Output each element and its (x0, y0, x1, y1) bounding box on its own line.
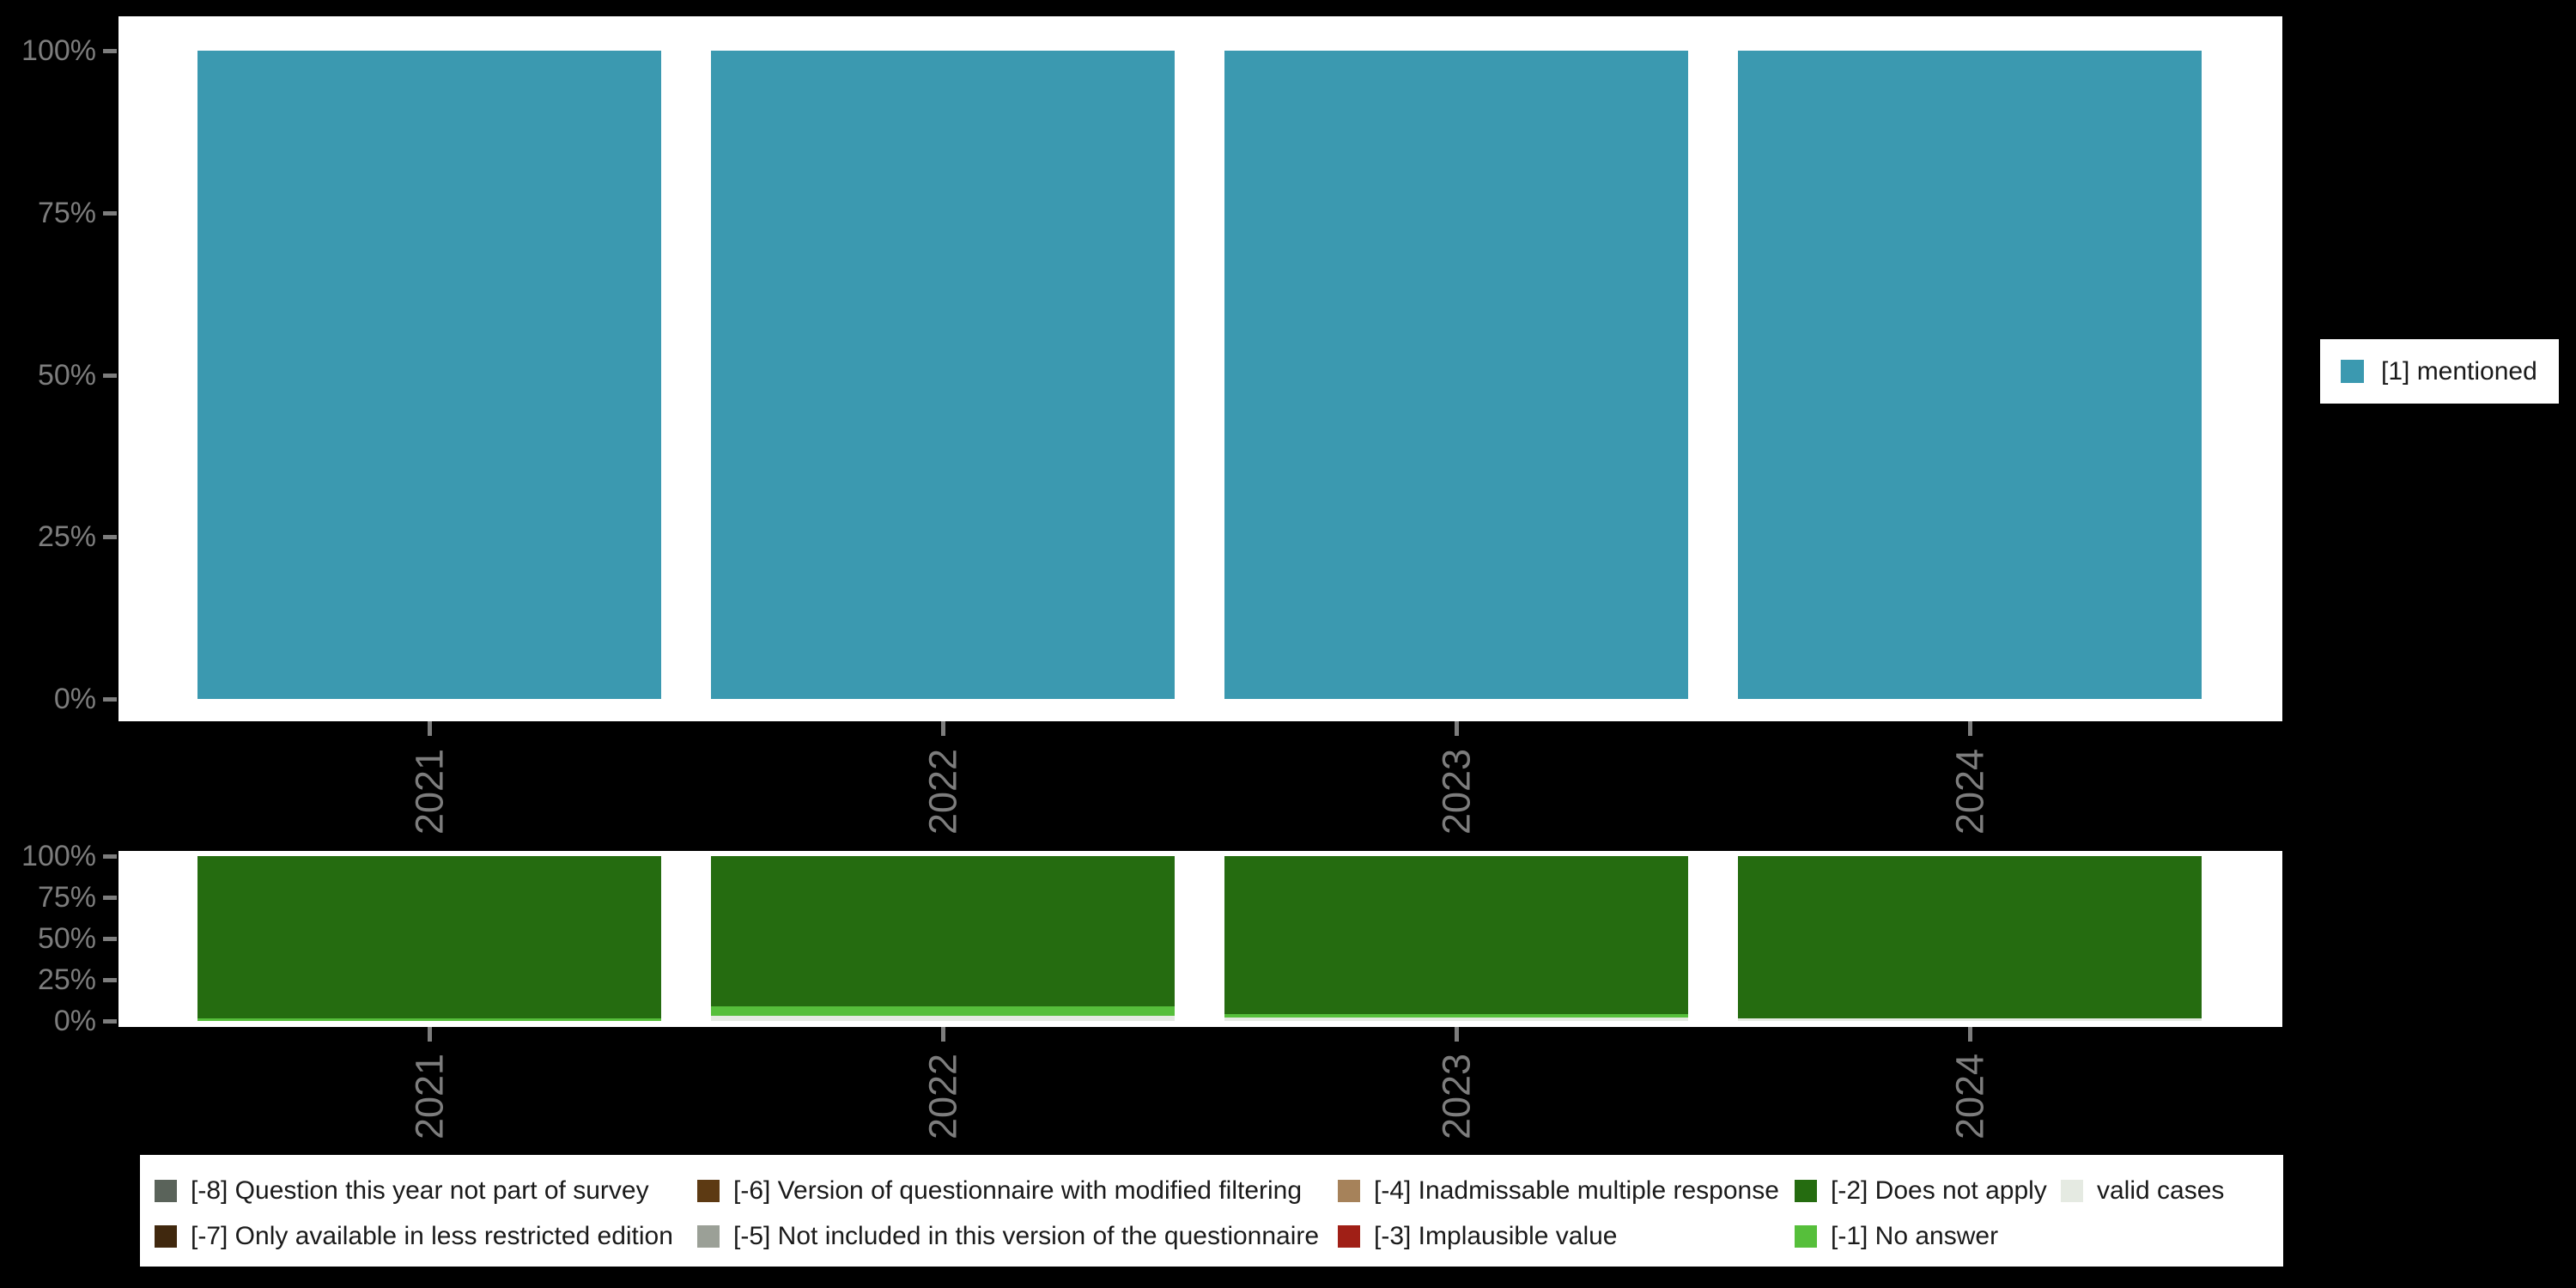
legend-item-valid-cases: valid cases (2061, 1169, 2224, 1213)
x-axis-tick (1968, 721, 1972, 736)
y-axis-tick (103, 697, 117, 702)
legend-item-label: [-3] Implausible value (1374, 1222, 1618, 1250)
bar-2022 (711, 51, 1175, 699)
y-axis-label: 25% (37, 963, 96, 996)
legend-item-label: [-7] Only available in less restricted e… (191, 1222, 673, 1250)
segment-valid-cases (1738, 1018, 2202, 1021)
segment-2-does-not-apply (197, 856, 661, 1019)
7-only-available-in-less-restricted-edition-swatch-icon (155, 1225, 177, 1248)
legend-item-1-no-answer: [-1] No answer (1795, 1214, 1998, 1259)
legend-item-7-only-available-in-less-restricted-edition: [-7] Only available in less restricted e… (155, 1214, 673, 1259)
segment-1-mentioned (711, 51, 1175, 699)
6-version-of-questionnaire-with-modified-filtering-swatch-icon (697, 1180, 720, 1202)
4-inadmissable-multiple-response-swatch-icon (1338, 1180, 1360, 1202)
y-axis-tick (103, 535, 117, 540)
segment-1-no-answer (711, 1005, 1175, 1017)
legend-item-label: [-6] Version of questionnaire with modif… (733, 1176, 1303, 1205)
y-axis-label: 75% (37, 881, 96, 914)
bar-2024 (1738, 51, 2202, 699)
x-axis-label: 2021 (407, 748, 452, 835)
x-axis-tick (941, 1027, 945, 1042)
y-axis-tick (103, 978, 117, 982)
legend-valid-values: [1] mentioned (2320, 339, 2559, 404)
y-axis-label: 100% (21, 34, 96, 67)
segment-1-mentioned (1738, 51, 2202, 699)
legend-item-label: [-5] Not included in this version of the… (733, 1222, 1320, 1250)
valid-values-panel (118, 16, 2282, 721)
bar-2021 (197, 51, 661, 699)
legend-item-3-implausible-value: [-3] Implausible value (1338, 1214, 1617, 1259)
segment-1-mentioned (1224, 51, 1688, 699)
legend-item-label: [-4] Inadmissable multiple response (1374, 1176, 1779, 1205)
x-axis-tick (428, 721, 432, 736)
y-axis-label: 50% (37, 922, 96, 955)
legend-item-label: [-8] Question this year not part of surv… (191, 1176, 649, 1205)
segment-valid-cases (711, 1016, 1175, 1021)
8-question-this-year-not-part-of-survey-swatch-icon (155, 1180, 177, 1202)
x-axis-label: 2023 (1434, 748, 1479, 835)
1-no-answer-swatch-icon (1795, 1225, 1817, 1248)
y-axis-label: 25% (37, 520, 96, 554)
segment-2-does-not-apply (1738, 856, 2202, 1019)
bar-2023 (1224, 51, 1688, 699)
legend-item-label: valid cases (2097, 1176, 2225, 1205)
y-axis-label: 0% (53, 1005, 96, 1037)
y-axis-label: 100% (21, 840, 96, 872)
y-axis-tick (103, 210, 117, 216)
x-axis-tick (941, 721, 945, 736)
legend-item-4-inadmissable-multiple-response: [-4] Inadmissable multiple response (1338, 1169, 1779, 1213)
legend-item-8-question-this-year-not-part-of-survey: [-8] Question this year not part of surv… (155, 1169, 649, 1213)
x-axis-tick (1968, 1027, 1972, 1042)
mentioned-swatch-icon (2341, 360, 2364, 383)
y-axis-tick (103, 373, 117, 378)
bar-2022 (711, 856, 1175, 1021)
x-axis-label: 2024 (1947, 748, 1992, 835)
x-axis-tick (1455, 721, 1459, 736)
segment-2-does-not-apply (711, 856, 1175, 1006)
legend-missing-values: [-8] Question this year not part of surv… (140, 1155, 2283, 1267)
y-axis-tick (103, 937, 117, 941)
5-not-included-in-this-version-of-the-questionnaire-swatch-icon (697, 1225, 720, 1248)
legend-item-6-version-of-questionnaire-with-modified-filtering: [-6] Version of questionnaire with modif… (697, 1169, 1302, 1213)
x-axis-tick (1455, 1027, 1459, 1042)
2-does-not-apply-swatch-icon (1795, 1180, 1817, 1202)
segment-2-does-not-apply (1224, 856, 1688, 1015)
segment-1-mentioned (197, 51, 661, 699)
segment-1-no-answer (1224, 1014, 1688, 1018)
y-axis-tick (103, 854, 117, 859)
legend-item-2-does-not-apply: [-2] Does not apply (1795, 1169, 2047, 1213)
missing-values-panel (118, 851, 2282, 1027)
x-axis-tick (428, 1027, 432, 1042)
valid-cases-swatch-icon (2061, 1180, 2083, 1202)
x-axis-label: 2022 (920, 748, 965, 835)
bar-2023 (1224, 856, 1688, 1021)
x-axis-label: 2021 (407, 1053, 452, 1140)
y-axis-label: 75% (37, 196, 96, 229)
segment-1-no-answer (197, 1018, 661, 1021)
y-axis-label: 50% (37, 358, 96, 392)
3-implausible-value-swatch-icon (1338, 1225, 1360, 1248)
y-axis-tick (103, 896, 117, 900)
y-axis-label: 0% (53, 683, 96, 715)
y-axis-tick (103, 49, 117, 53)
x-axis-label: 2022 (920, 1053, 965, 1140)
x-axis-label: 2023 (1434, 1053, 1479, 1140)
bar-2021 (197, 856, 661, 1021)
mentioned-legend-label: [1] mentioned (2381, 356, 2537, 386)
legend-item-5-not-included-in-this-version-of-the-questionnaire: [-5] Not included in this version of the… (697, 1214, 1319, 1259)
x-axis-label: 2024 (1947, 1053, 1992, 1140)
legend-item-label: [-1] No answer (1831, 1222, 1999, 1250)
segment-valid-cases (1224, 1018, 1688, 1021)
legend-item-label: [-2] Does not apply (1831, 1176, 2047, 1205)
bar-2024 (1738, 856, 2202, 1021)
y-axis-tick (103, 1019, 117, 1024)
